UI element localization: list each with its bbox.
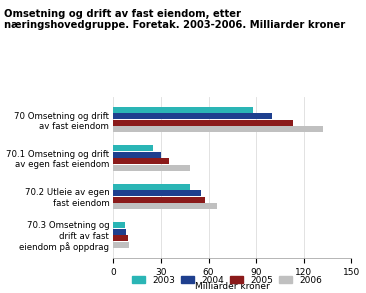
Text: Omsetning og drift av fast eiendom, etter næringshovedgruppe. Foretak. 2003-2006: Omsetning og drift av fast eiendom, ette… [4,9,345,30]
Bar [113,229,126,235]
Bar [113,158,169,164]
Bar [113,190,201,196]
Bar [113,235,128,241]
Bar [113,107,253,113]
Bar [113,184,190,190]
Bar [113,222,124,228]
Bar [113,242,129,248]
Bar [113,120,293,126]
Bar [113,152,161,158]
X-axis label: Milliarder kroner: Milliarder kroner [195,282,270,291]
Bar [113,197,205,203]
Bar [113,127,323,132]
Bar [113,145,153,151]
Bar [113,165,190,171]
Bar [113,203,217,209]
Legend: 2003, 2004, 2005, 2006: 2003, 2004, 2005, 2006 [128,272,325,289]
Bar [113,113,272,120]
